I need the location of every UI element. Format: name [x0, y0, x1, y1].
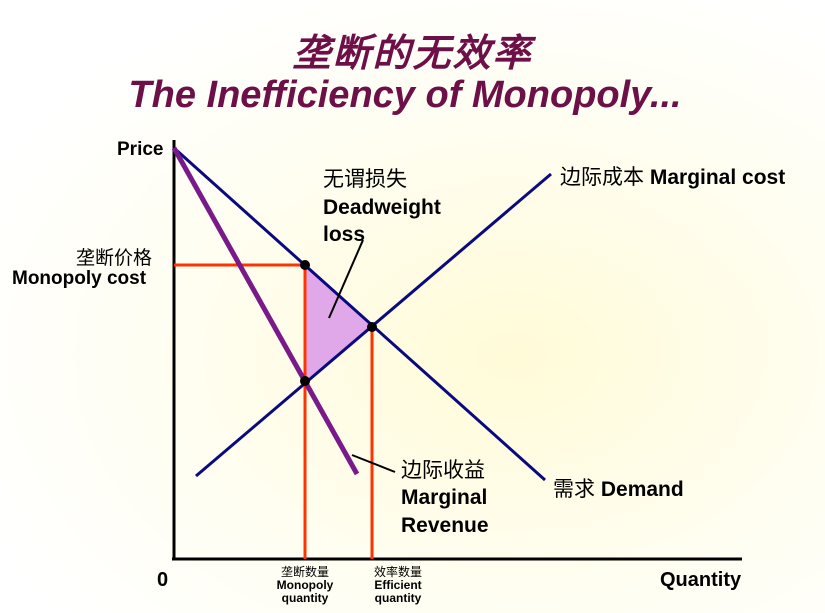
marginal-revenue-label-en-1: Marginal: [401, 486, 488, 509]
title-chinese: 垄断的无效率: [292, 31, 533, 75]
efficient-quantity-label-en-2: quantity: [374, 591, 422, 605]
efficient-quantity-label: 效率数量 Efficient quantity: [333, 566, 463, 605]
demand-curve: [172, 146, 547, 482]
monopoly-quantity-label-cn: 垄断数量: [280, 565, 329, 579]
demand-label-en: Demand: [600, 478, 684, 501]
demand-label-cn: 需求: [553, 477, 595, 501]
demand-label: 需求 Demand: [553, 473, 684, 503]
marginal-cost-label-cn: 边际成本: [560, 165, 644, 189]
monopoly-price-label-cn: 垄断价格: [76, 247, 153, 269]
efficient-quantity-label-en-1: Efficient: [374, 578, 422, 592]
origin-label: 0: [157, 569, 169, 591]
monopoly-quantity-label: 垄断数量 Monopoly quantity: [240, 566, 370, 605]
x-axis-label: Quantity: [660, 569, 742, 591]
deadweight-pointer: [328, 239, 364, 319]
marginal-revenue-label-en-2: Revenue: [401, 514, 489, 537]
marginal-revenue-pointer: [351, 454, 396, 473]
title-english: The Inefficiency of Monopoly...: [128, 74, 682, 116]
monopoly-quantity-label-en-1: Monopoly: [276, 578, 334, 592]
marginal-revenue-curve: [171, 146, 360, 476]
deadweight-label-cn: 无谓损失: [323, 167, 407, 191]
efficient-point: [367, 322, 377, 332]
y-axis-label: Price: [117, 139, 164, 160]
mr-mc-intersection-point: [300, 376, 310, 386]
monopoly-price-label-en: Monopoly cost: [12, 268, 147, 289]
deadweight-label-en-2: loss: [323, 223, 366, 246]
marginal-cost-label: 边际成本 Marginal cost: [560, 161, 785, 191]
monopoly-price-point: [300, 260, 310, 270]
monopoly-quantity-label-en-2: quantity: [281, 591, 329, 605]
marginal-revenue-label-cn: 边际收益: [401, 458, 485, 482]
deadweight-loss-area: [305, 265, 372, 381]
deadweight-label-en-1: Deadweight: [323, 196, 441, 219]
efficient-quantity-label-cn: 效率数量: [373, 565, 422, 579]
marginal-cost-label-en: Marginal cost: [649, 166, 786, 189]
